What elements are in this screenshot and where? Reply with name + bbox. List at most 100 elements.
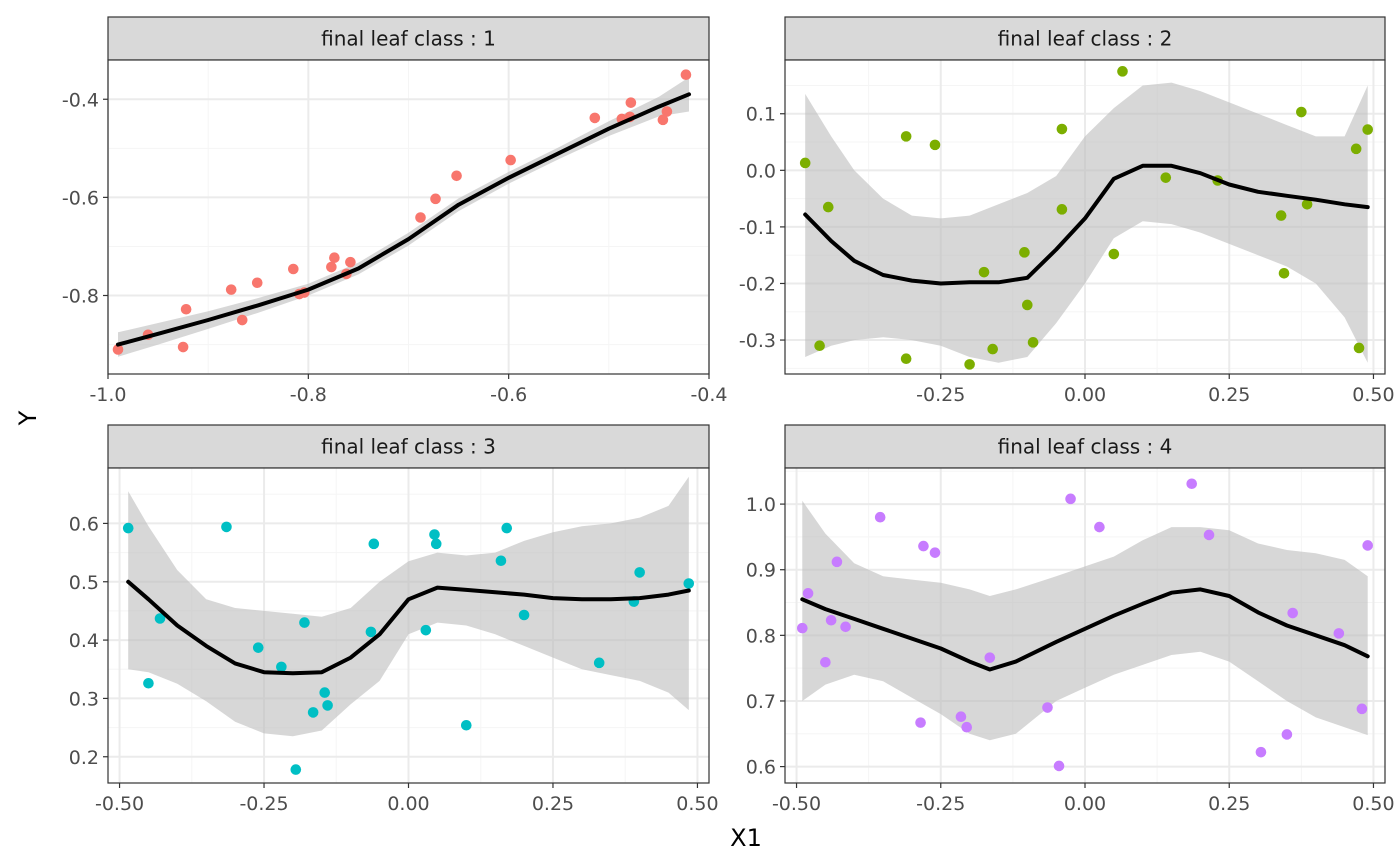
x-tick-label: 0.25 bbox=[532, 793, 574, 815]
smooth-line bbox=[800, 587, 1370, 672]
data-point bbox=[984, 652, 996, 663]
data-point bbox=[802, 588, 814, 599]
data-point bbox=[236, 314, 248, 326]
x-tick-label: -0.50 bbox=[772, 793, 821, 815]
data-point bbox=[1287, 607, 1298, 619]
data-point bbox=[797, 622, 808, 634]
panels-layer: final leaf class : 1 -1.0 -0.8 -0.6 -0.4 -0.8… bbox=[62, 16, 1395, 815]
x-tick-label: -0.25 bbox=[916, 793, 965, 815]
data-point bbox=[1094, 521, 1105, 533]
x-tick-label: 0.00 bbox=[1064, 384, 1106, 406]
data-point bbox=[221, 521, 232, 533]
data-point bbox=[518, 609, 530, 621]
data-point bbox=[915, 717, 926, 728]
data-point bbox=[365, 626, 377, 638]
data-point bbox=[288, 263, 299, 275]
data-point bbox=[420, 624, 432, 636]
data-point bbox=[680, 69, 692, 81]
data-point bbox=[368, 538, 380, 550]
data-point bbox=[1356, 703, 1368, 715]
x-tick-label: 0.00 bbox=[387, 793, 429, 815]
data-point bbox=[589, 112, 601, 124]
x-tick-label: -0.8 bbox=[290, 384, 327, 406]
data-point bbox=[657, 114, 669, 126]
data-point bbox=[625, 97, 637, 108]
data-point bbox=[322, 700, 333, 711]
data-point bbox=[814, 340, 825, 352]
data-point bbox=[978, 266, 990, 278]
data-point bbox=[1281, 729, 1293, 740]
data-point bbox=[1255, 746, 1267, 758]
x-tick-label: 0.50 bbox=[676, 793, 718, 815]
x-tick-label: 0.25 bbox=[1208, 384, 1250, 406]
data-point bbox=[430, 538, 442, 550]
y-tick-label: 0.0 bbox=[746, 160, 776, 182]
panel-2: final leaf class : 2 -0.25 0.00 0.25 0.50 -0.… bbox=[739, 16, 1395, 406]
smooth-line bbox=[126, 579, 691, 676]
data-point bbox=[415, 212, 426, 223]
data-point bbox=[900, 131, 912, 142]
data-point bbox=[1117, 66, 1128, 77]
data-point bbox=[874, 511, 886, 523]
strip-label: final leaf class : 3 bbox=[321, 435, 496, 459]
data-point bbox=[290, 764, 302, 775]
data-point bbox=[429, 529, 440, 540]
data-point bbox=[1203, 529, 1215, 541]
data-point bbox=[634, 567, 645, 578]
strip-background bbox=[107, 424, 710, 469]
x-tick-label: -0.25 bbox=[916, 384, 965, 406]
x-tick-label: 0.50 bbox=[1352, 793, 1394, 815]
strip-background bbox=[107, 16, 710, 61]
data-point bbox=[1065, 493, 1076, 505]
strip-label: final leaf class : 4 bbox=[998, 435, 1173, 459]
data-point bbox=[460, 719, 472, 731]
data-point bbox=[251, 277, 263, 289]
data-point bbox=[1362, 124, 1373, 135]
y-axis-title: Y bbox=[14, 410, 42, 426]
data-point bbox=[831, 556, 843, 568]
data-point bbox=[495, 555, 507, 567]
data-point bbox=[1042, 702, 1053, 713]
data-point bbox=[154, 613, 166, 624]
x-tick-label: 0.50 bbox=[1352, 384, 1394, 406]
y-tick-label: -0.2 bbox=[739, 273, 776, 295]
data-point bbox=[430, 193, 441, 205]
panel-border bbox=[107, 59, 710, 375]
x-axis-title: X1 bbox=[730, 824, 762, 852]
strip-label: final leaf class : 2 bbox=[998, 27, 1173, 51]
data-point bbox=[1333, 628, 1345, 639]
y-tick-label: -0.6 bbox=[62, 187, 99, 209]
strip-background bbox=[784, 16, 1386, 61]
data-point bbox=[1022, 299, 1033, 311]
data-point bbox=[1019, 247, 1030, 258]
confidence-ribbon bbox=[802, 500, 1368, 741]
x-tick-label: -1.0 bbox=[89, 384, 126, 406]
x-tick-label: 0.25 bbox=[1208, 793, 1250, 815]
x-tick-label: -0.50 bbox=[95, 793, 144, 815]
data-point bbox=[1275, 210, 1287, 221]
x-tick-label: -0.4 bbox=[690, 384, 727, 406]
smooth-line bbox=[803, 163, 1370, 286]
data-point bbox=[122, 522, 134, 534]
data-point bbox=[1056, 204, 1068, 215]
y-tick-label: -0.4 bbox=[62, 89, 99, 111]
panel-4: final leaf class : 4 -0.50 -0.25 0.00 0.25 0.… bbox=[746, 424, 1395, 815]
y-tick-label: 0.1 bbox=[746, 104, 776, 126]
y-tick-label: -0.3 bbox=[739, 330, 776, 352]
data-point bbox=[505, 154, 516, 166]
data-point bbox=[1027, 337, 1039, 348]
y-tick-label: 0.7 bbox=[746, 691, 776, 713]
panel-3: final leaf class : 3 -0.50 -0.25 0.00 0.25 0.… bbox=[69, 424, 719, 815]
data-point bbox=[1053, 760, 1065, 772]
y-tick-label: 0.3 bbox=[69, 688, 99, 710]
data-point bbox=[299, 617, 310, 628]
data-point bbox=[177, 341, 189, 353]
data-point bbox=[225, 284, 237, 295]
data-point bbox=[307, 707, 319, 718]
data-point bbox=[501, 522, 513, 534]
y-tick-label: 0.4 bbox=[69, 630, 99, 652]
data-point bbox=[799, 157, 811, 169]
y-tick-label: 0.6 bbox=[746, 757, 776, 779]
data-point bbox=[1301, 198, 1313, 210]
